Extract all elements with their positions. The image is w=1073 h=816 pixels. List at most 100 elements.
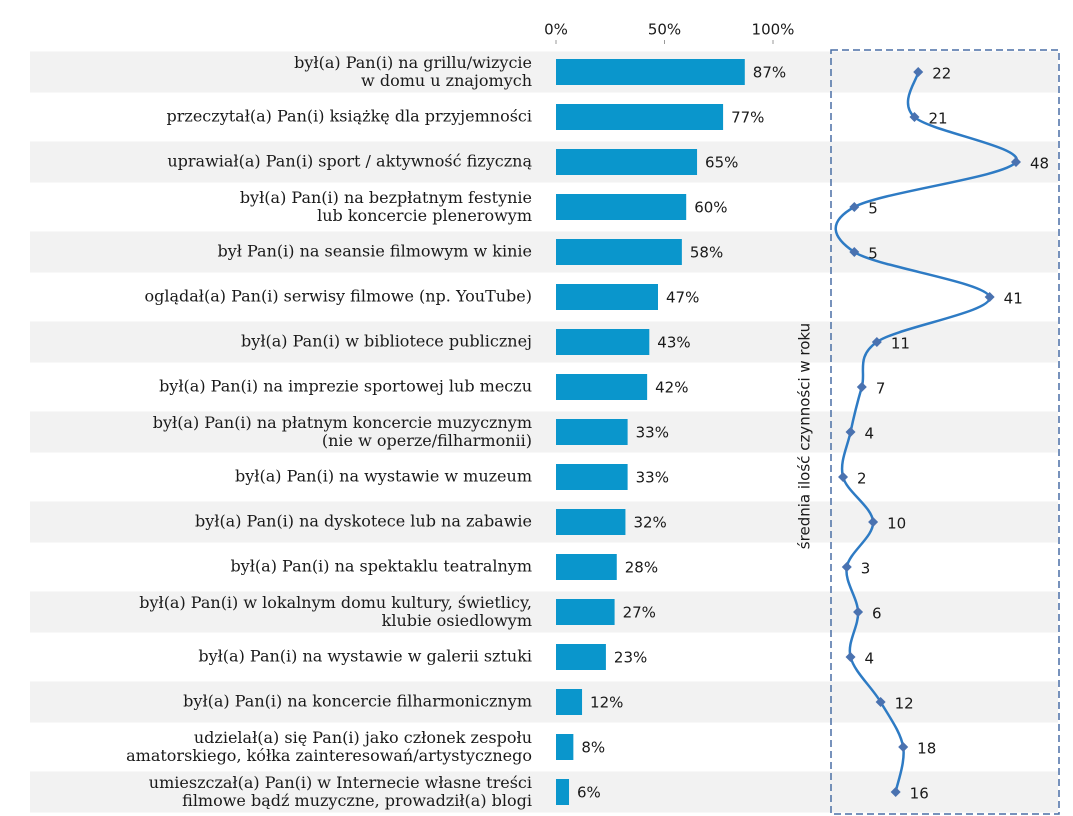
marker <box>838 472 849 482</box>
bar <box>556 419 628 445</box>
value-label: 60% <box>694 199 727 217</box>
value-label: 77% <box>731 109 764 127</box>
axis-title: średnia ilość czynności w roku <box>796 323 814 549</box>
bar <box>556 599 615 625</box>
category-label: był Pan(i) na seansie filmowym w kinie <box>217 242 532 261</box>
row-stripe <box>30 231 1058 273</box>
value-label: 47% <box>666 289 699 307</box>
x-tick-label: 0% <box>544 21 568 39</box>
category-label: uprawiał(a) Pan(i) sport / aktywność fiz… <box>167 152 532 171</box>
value-label: 23% <box>614 649 647 667</box>
category-label: udzielał(a) się Pan(i) jako członek zesp… <box>126 728 532 765</box>
value-label: 18 <box>917 740 936 758</box>
bar <box>556 779 570 805</box>
bar <box>556 734 574 760</box>
bar <box>556 509 626 535</box>
x-tick-label: 100% <box>752 21 795 39</box>
value-label: 42% <box>655 379 688 397</box>
value-label: 65% <box>705 154 738 172</box>
bar <box>556 239 682 265</box>
value-label: 32% <box>633 514 666 532</box>
marker <box>871 337 882 347</box>
value-label: 87% <box>753 64 786 82</box>
row-stripe <box>30 141 1058 183</box>
row-stripe <box>30 411 1058 453</box>
category-label: był(a) Pan(i) na imprezie sportowej lub … <box>159 377 532 396</box>
marker <box>898 742 909 752</box>
bar <box>556 464 628 490</box>
bar <box>556 284 658 310</box>
marker <box>1010 157 1021 167</box>
bar <box>556 329 650 355</box>
value-label: 58% <box>690 244 723 262</box>
value-label: 4 <box>865 650 875 668</box>
bar <box>556 104 724 130</box>
bar <box>556 689 583 715</box>
marker <box>856 382 867 392</box>
bar <box>556 59 745 85</box>
marker <box>853 607 864 617</box>
category-label: był(a) Pan(i) na wystawie w muzeum <box>235 467 532 486</box>
value-label: 43% <box>657 334 690 352</box>
bar <box>556 644 606 670</box>
category-label: oglądał(a) Pan(i) serwisy filmowe (np. Y… <box>144 287 532 306</box>
category-label: był(a) Pan(i) na grillu/wizycie w domu u … <box>294 53 532 90</box>
value-label: 27% <box>623 604 656 622</box>
value-label: 28% <box>625 559 658 577</box>
category-label: był(a) Pan(i) na dyskotece lub na zabawi… <box>195 512 532 531</box>
category-label: był(a) Pan(i) w lokalnym domu kultury, ś… <box>139 593 532 630</box>
value-label: 7 <box>876 380 886 398</box>
value-label: 33% <box>636 424 669 442</box>
marker <box>845 427 856 437</box>
value-label: 4 <box>865 425 875 443</box>
marker <box>849 247 860 257</box>
category-label: umieszczał(a) Pan(i) w Internecie własne… <box>149 773 532 810</box>
marker <box>875 697 886 707</box>
marker <box>845 652 856 662</box>
row-stripe <box>30 51 1058 93</box>
row-stripe <box>30 321 1058 363</box>
value-label: 10 <box>887 515 906 533</box>
marker <box>984 292 995 302</box>
bar <box>556 149 698 175</box>
value-label: 21 <box>928 110 947 128</box>
value-label: 6 <box>872 605 882 623</box>
value-label: 16 <box>910 785 929 803</box>
panel-frame <box>830 49 1060 815</box>
category-label: był(a) Pan(i) w bibliotece publicznej <box>241 332 532 351</box>
category-label: był(a) Pan(i) na spektaklu teatralnym <box>230 557 532 576</box>
value-label: 48 <box>1030 155 1049 173</box>
value-label: 2 <box>857 470 867 488</box>
value-label: 12 <box>895 695 914 713</box>
category-label: był(a) Pan(i) na bezpłatnym festynie lub … <box>240 188 532 225</box>
bar <box>556 194 687 220</box>
marker <box>913 67 924 77</box>
value-label: 6% <box>577 784 601 802</box>
value-label: 12% <box>590 694 623 712</box>
bar <box>556 374 648 400</box>
row-stripe <box>30 591 1058 633</box>
marker <box>909 112 920 122</box>
row-stripe <box>30 501 1058 543</box>
value-label: 5 <box>868 200 878 218</box>
marker <box>849 202 860 212</box>
category-label: przeczytał(a) Pan(i) książkę dla przyjem… <box>167 107 532 126</box>
marker <box>890 787 901 797</box>
value-label: 5 <box>868 245 878 263</box>
bar <box>556 554 617 580</box>
value-label: 22 <box>932 65 951 83</box>
marker <box>841 562 852 572</box>
row-stripe <box>30 771 1058 813</box>
value-label: 33% <box>636 469 669 487</box>
row-stripe <box>30 681 1058 723</box>
category-label: był(a) Pan(i) na wystawie w galerii sztu… <box>198 647 532 666</box>
category-label: był(a) Pan(i) na płatnym koncercie muzyc… <box>153 413 532 450</box>
marker <box>868 517 879 527</box>
value-label: 8% <box>581 739 605 757</box>
value-label: 41 <box>1004 290 1023 308</box>
x-tick-label: 50% <box>648 21 681 39</box>
category-label: był(a) Pan(i) na koncercie filharmoniczn… <box>183 692 532 711</box>
value-label: 3 <box>861 560 871 578</box>
value-label: 11 <box>891 335 910 353</box>
